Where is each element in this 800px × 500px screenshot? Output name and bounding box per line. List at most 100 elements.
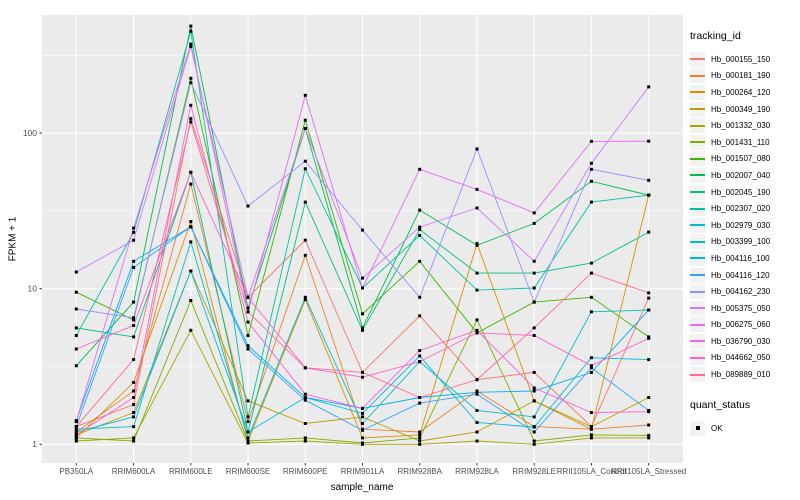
data-point bbox=[189, 117, 193, 121]
legend-key bbox=[690, 101, 705, 117]
data-point bbox=[246, 344, 250, 348]
legend-key bbox=[690, 367, 705, 383]
legend-item-label: Hb_001507_080 bbox=[711, 154, 771, 164]
data-point bbox=[589, 427, 593, 431]
legend-key-line-icon bbox=[690, 108, 705, 111]
legend-key-line-icon bbox=[690, 274, 705, 277]
data-point bbox=[418, 433, 422, 437]
data-point bbox=[361, 436, 364, 440]
data-point bbox=[189, 240, 193, 244]
data-point bbox=[475, 439, 479, 443]
data-point bbox=[74, 430, 78, 434]
data-point bbox=[303, 366, 307, 370]
data-point bbox=[647, 85, 651, 89]
legend-key bbox=[690, 68, 705, 84]
legend-key-line-icon bbox=[690, 373, 705, 376]
data-point bbox=[303, 200, 307, 204]
data-point bbox=[589, 411, 593, 414]
x-tick-label: RRIM928LE bbox=[512, 467, 556, 476]
data-point bbox=[132, 358, 136, 362]
data-point bbox=[418, 360, 422, 364]
data-point bbox=[74, 307, 78, 311]
data-point bbox=[132, 265, 136, 269]
legend-item-Hb_001431_110: Hb_001431_110 bbox=[690, 134, 770, 151]
data-point bbox=[418, 442, 422, 446]
legend-item-Hb_004116_120: Hb_004116_120 bbox=[690, 267, 770, 284]
legend2-items: OK bbox=[690, 420, 770, 437]
legend-key-line-icon bbox=[690, 307, 705, 310]
data-point bbox=[189, 120, 193, 124]
legend-key bbox=[690, 350, 705, 366]
data-point bbox=[361, 286, 364, 290]
data-point bbox=[647, 193, 651, 197]
data-point bbox=[532, 430, 536, 434]
data-point bbox=[418, 228, 422, 231]
data-point bbox=[189, 299, 193, 302]
data-point bbox=[246, 439, 250, 443]
data-point bbox=[475, 409, 479, 412]
data-point bbox=[74, 439, 78, 443]
data-point bbox=[589, 161, 593, 165]
legend-item-Hb_002979_030: Hb_002979_030 bbox=[690, 217, 770, 234]
data-point bbox=[132, 396, 136, 399]
legend-item-label: Hb_089889_010 bbox=[711, 370, 771, 380]
data-point bbox=[74, 436, 78, 440]
data-point bbox=[132, 415, 136, 419]
data-point bbox=[132, 411, 136, 414]
data-point bbox=[418, 208, 422, 212]
data-point bbox=[418, 314, 422, 318]
data-point bbox=[132, 316, 136, 320]
data-point bbox=[361, 422, 364, 425]
data-point bbox=[532, 221, 536, 225]
data-point bbox=[647, 178, 651, 182]
legend-key-line-icon bbox=[690, 340, 705, 343]
legend-item-label: Hb_002007_040 bbox=[711, 170, 771, 180]
data-point bbox=[532, 259, 536, 263]
data-point bbox=[246, 306, 250, 310]
legend-key bbox=[690, 284, 705, 300]
legend: tracking_id Hb_000155_150 Hb_000181_190 Hb… bbox=[690, 30, 770, 436]
legend-item-Hb_002007_040: Hb_002007_040 bbox=[690, 167, 770, 184]
data-point bbox=[532, 326, 536, 330]
x-tick-label: RRIM600LE bbox=[169, 467, 213, 476]
data-point bbox=[361, 411, 364, 415]
legend-item-Hb_001332_030: Hb_001332_030 bbox=[690, 117, 770, 134]
data-point bbox=[418, 430, 422, 434]
data-point bbox=[361, 312, 364, 316]
data-point bbox=[647, 139, 651, 143]
data-point bbox=[361, 228, 364, 232]
data-points bbox=[74, 24, 651, 446]
data-point bbox=[132, 238, 136, 242]
legend-item-label: Hb_044662_050 bbox=[711, 353, 771, 363]
x-axis-title: sample_name bbox=[330, 482, 394, 493]
legend-title-quant-status: quant_status bbox=[690, 398, 751, 411]
data-point bbox=[246, 415, 250, 419]
data-point bbox=[303, 398, 307, 402]
data-point bbox=[418, 259, 422, 263]
data-point bbox=[303, 295, 307, 299]
data-point bbox=[589, 364, 593, 368]
data-point bbox=[132, 300, 136, 304]
data-point bbox=[303, 127, 307, 130]
legend-item-Hb_002307_020: Hb_002307_020 bbox=[690, 200, 770, 217]
data-point bbox=[74, 270, 78, 274]
data-point bbox=[589, 167, 593, 171]
data-point bbox=[246, 204, 250, 208]
data-point bbox=[303, 396, 307, 399]
legend-item-Hb_001507_080: Hb_001507_080 bbox=[690, 151, 770, 168]
data-point bbox=[361, 326, 364, 330]
data-point bbox=[418, 349, 422, 353]
legend-item-label: Hb_000181_190 bbox=[711, 71, 771, 81]
legend-item-label: Hb_004116_120 bbox=[711, 270, 770, 280]
data-point bbox=[74, 347, 78, 351]
data-point bbox=[647, 423, 651, 427]
data-point bbox=[532, 334, 536, 337]
legend-item-Hb_006275_060: Hb_006275_060 bbox=[690, 317, 770, 334]
data-point bbox=[303, 436, 307, 440]
legend-item-label: Hb_006275_060 bbox=[711, 320, 771, 330]
data-point bbox=[303, 422, 307, 425]
legend-item-Hb_005375_050: Hb_005375_050 bbox=[690, 300, 770, 317]
data-point bbox=[589, 310, 593, 314]
legend-item-label: Hb_004116_100 bbox=[711, 253, 770, 263]
data-point bbox=[132, 324, 136, 327]
